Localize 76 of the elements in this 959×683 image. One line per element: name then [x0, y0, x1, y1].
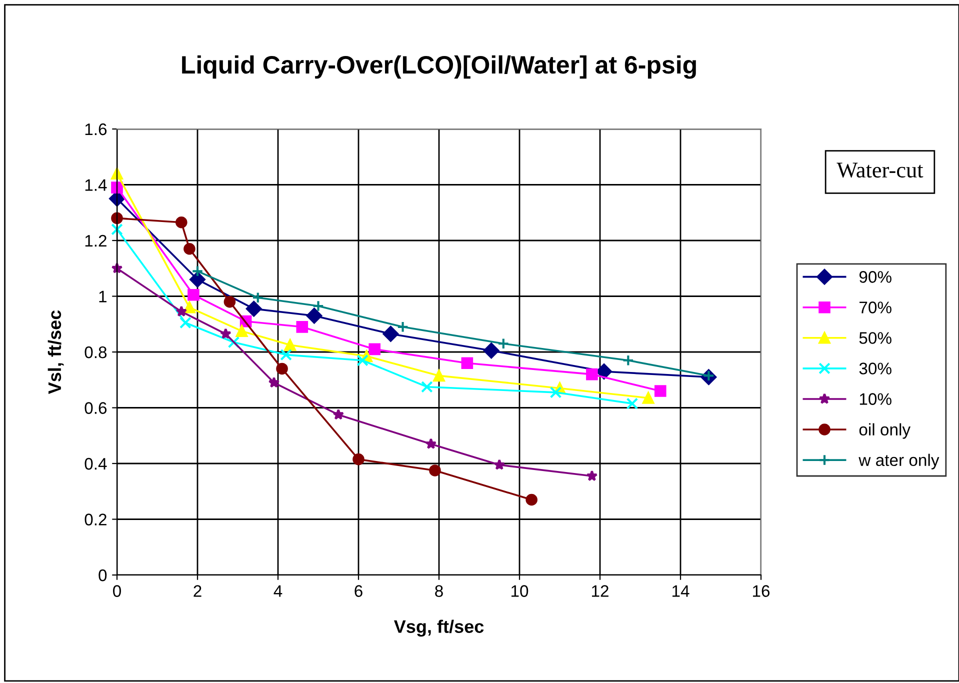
point	[306, 308, 322, 324]
legend-label: 50%	[859, 332, 892, 344]
point	[332, 408, 344, 420]
point	[368, 343, 381, 356]
y-tick-label: 1.4	[85, 179, 107, 191]
x-tick-label: 12	[592, 585, 608, 597]
y-tick-label: 0.8	[84, 346, 107, 358]
point	[356, 354, 368, 366]
x-tick-label: 2	[194, 585, 202, 597]
legend-label: 10%	[860, 393, 892, 405]
point	[284, 339, 296, 351]
x-tick-label: 0	[113, 585, 121, 597]
point	[483, 342, 500, 359]
point	[268, 376, 280, 388]
x-tick-label: 8	[435, 585, 443, 597]
point	[421, 380, 433, 393]
point	[111, 168, 123, 180]
legend-label: 70%	[860, 302, 892, 314]
x-tick-label: 10	[512, 585, 528, 597]
point	[461, 357, 474, 370]
point	[352, 453, 364, 466]
y-tick-label: 1	[99, 290, 106, 302]
y-tick-label: 1.6	[85, 123, 107, 136]
legend-title: Water-cut	[836, 162, 924, 178]
point	[188, 288, 200, 301]
point	[246, 300, 262, 317]
y-tick-label: 0.4	[84, 458, 107, 470]
point	[180, 316, 192, 329]
point	[429, 464, 441, 476]
point	[596, 364, 612, 380]
y-tick-label: 0	[98, 569, 107, 582]
x-tick-label: 14	[672, 585, 690, 597]
point	[276, 362, 288, 375]
legend-label: 30%	[859, 362, 892, 374]
x-tick-label: 16	[753, 585, 770, 597]
point	[550, 386, 562, 398]
point	[626, 398, 638, 410]
point	[494, 458, 506, 470]
y-axis-title: Vsl, ft/sec	[48, 310, 64, 394]
x-axis-title: Vsg, ft/sec	[394, 620, 484, 637]
point	[192, 265, 204, 278]
point	[184, 242, 196, 255]
y-tick-label: 1.2	[85, 234, 106, 247]
point	[433, 370, 445, 382]
point	[236, 325, 248, 337]
point	[184, 301, 196, 314]
point	[111, 223, 123, 236]
point	[111, 182, 123, 194]
legend-label: w ater only	[858, 454, 940, 470]
point	[312, 300, 324, 312]
point	[176, 306, 188, 317]
point	[296, 321, 308, 333]
point	[280, 348, 292, 361]
point	[526, 494, 538, 506]
point	[190, 272, 206, 288]
point	[654, 385, 666, 397]
point	[111, 212, 123, 224]
y-tick-label: 0.6	[84, 402, 107, 414]
point	[622, 354, 634, 366]
point	[220, 328, 232, 339]
x-tick-label: 6	[354, 585, 362, 597]
x-tick-label: 4	[274, 585, 282, 597]
legend-label: 90%	[859, 271, 892, 283]
y-tick-label: 0.2	[84, 514, 106, 526]
chart-title: Liquid Carry-Over(LCO)[Oil/Water] at 6-psig	[182, 55, 696, 79]
point	[586, 368, 598, 380]
point	[175, 216, 188, 228]
point	[252, 292, 264, 304]
point	[396, 321, 409, 333]
point	[382, 326, 399, 342]
point	[497, 338, 510, 350]
point	[425, 438, 437, 449]
point	[224, 296, 236, 308]
point	[642, 392, 654, 404]
legend-label: oil only	[859, 423, 911, 439]
point	[586, 470, 598, 482]
